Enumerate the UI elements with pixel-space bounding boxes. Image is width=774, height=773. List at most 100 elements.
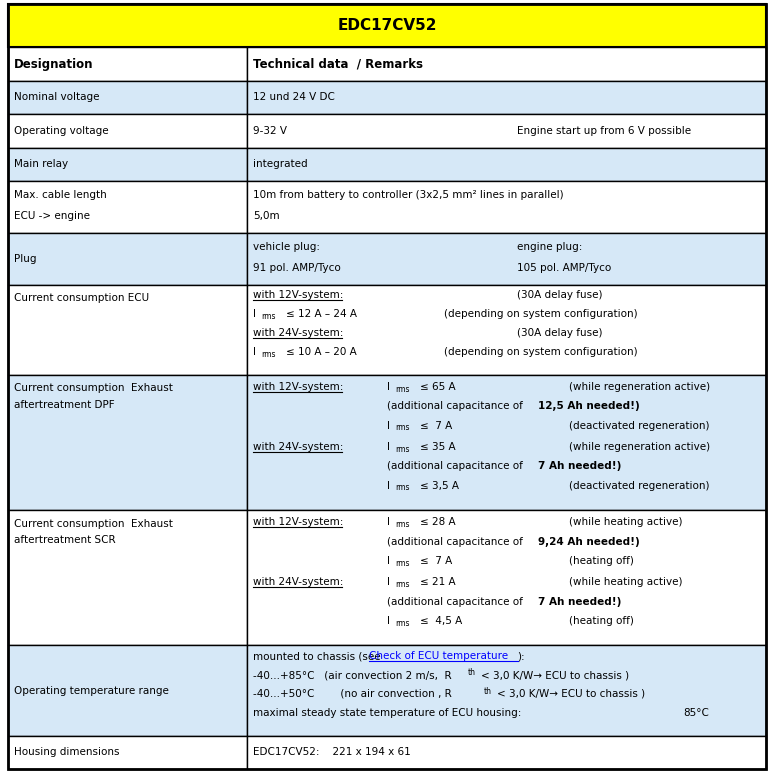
- Text: 91 pol. AMP/Tyco: 91 pol. AMP/Tyco: [253, 263, 341, 273]
- Text: 12,5 Ah needed!): 12,5 Ah needed!): [538, 401, 639, 411]
- Text: I: I: [253, 347, 256, 357]
- Bar: [8, 645, 247, 736]
- Text: -40...+85°C   (air convection 2 m/s,  R: -40...+85°C (air convection 2 m/s, R: [253, 670, 451, 680]
- Text: (depending on system configuration): (depending on system configuration): [444, 347, 638, 357]
- Text: engine plug:: engine plug:: [517, 242, 582, 252]
- Text: aftertreatment SCR: aftertreatment SCR: [14, 535, 115, 545]
- Text: I: I: [387, 517, 390, 527]
- Bar: [247, 284, 766, 375]
- Text: I: I: [253, 309, 256, 319]
- Bar: [247, 47, 766, 80]
- Bar: [247, 510, 766, 645]
- Text: with 12V-system:: with 12V-system:: [253, 382, 343, 392]
- Bar: [8, 284, 247, 375]
- Text: rms: rms: [262, 349, 276, 359]
- Text: 5,0m: 5,0m: [253, 211, 279, 221]
- Text: 7 Ah needed!): 7 Ah needed!): [538, 461, 622, 472]
- Text: 9,24 Ah needed!): 9,24 Ah needed!): [538, 536, 639, 547]
- Bar: [8, 4, 766, 47]
- Text: Operating temperature range: Operating temperature range: [14, 686, 169, 696]
- Text: rms: rms: [396, 483, 410, 492]
- Text: (30A delay fuse): (30A delay fuse): [517, 328, 602, 338]
- Text: ≤ 65 A: ≤ 65 A: [420, 382, 456, 392]
- Text: (additional capacitance of: (additional capacitance of: [387, 461, 526, 472]
- Text: < 3,0 K/W→ ECU to chassis ): < 3,0 K/W→ ECU to chassis ): [497, 689, 645, 699]
- Text: 85°C: 85°C: [683, 708, 709, 717]
- Text: Current consumption  Exhaust: Current consumption Exhaust: [14, 383, 173, 393]
- Bar: [8, 233, 247, 284]
- Text: maximal steady state temperature of ECU housing:: maximal steady state temperature of ECU …: [253, 708, 521, 717]
- Text: < 3,0 K/W→ ECU to chassis ): < 3,0 K/W→ ECU to chassis ): [481, 670, 629, 680]
- Text: Technical data  / Remarks: Technical data / Remarks: [253, 57, 423, 70]
- Text: th: th: [484, 687, 491, 696]
- Text: with 24V-system:: with 24V-system:: [253, 328, 343, 338]
- Text: Designation: Designation: [14, 57, 94, 70]
- Bar: [247, 233, 766, 284]
- Text: I: I: [387, 442, 390, 452]
- Text: I: I: [387, 616, 390, 626]
- Text: Current consumption ECU: Current consumption ECU: [14, 293, 149, 303]
- Text: rms: rms: [396, 385, 410, 393]
- Text: (depending on system configuration): (depending on system configuration): [444, 309, 638, 319]
- Bar: [8, 181, 247, 233]
- Text: ≤ 21 A: ≤ 21 A: [420, 577, 456, 587]
- Text: EDC17CV52:    221 x 194 x 61: EDC17CV52: 221 x 194 x 61: [253, 747, 411, 758]
- Text: ≤ 10 A – 20 A: ≤ 10 A – 20 A: [286, 347, 357, 357]
- Text: Plug: Plug: [14, 254, 36, 264]
- Text: Main relay: Main relay: [14, 159, 68, 169]
- Text: rms: rms: [396, 444, 410, 454]
- Text: (additional capacitance of: (additional capacitance of: [387, 536, 526, 547]
- Bar: [8, 114, 247, 148]
- Bar: [8, 736, 247, 769]
- Text: (deactivated regeneration): (deactivated regeneration): [569, 481, 709, 491]
- Bar: [247, 645, 766, 736]
- Text: with 12V-system:: with 12V-system:: [253, 291, 343, 301]
- Text: integrated: integrated: [253, 159, 307, 169]
- Text: rms: rms: [396, 520, 410, 530]
- Bar: [247, 375, 766, 510]
- Text: ≤ 12 A – 24 A: ≤ 12 A – 24 A: [286, 309, 357, 319]
- Text: 9-32 V: 9-32 V: [253, 126, 287, 136]
- Text: -40...+50°C        (no air convection , R: -40...+50°C (no air convection , R: [253, 689, 451, 699]
- Text: Check of ECU temperature: Check of ECU temperature: [369, 652, 508, 662]
- Text: ≤  7 A: ≤ 7 A: [420, 421, 453, 431]
- Bar: [247, 148, 766, 181]
- Text: Operating voltage: Operating voltage: [14, 126, 108, 136]
- Text: ≤  4,5 A: ≤ 4,5 A: [420, 616, 463, 626]
- Text: rms: rms: [262, 312, 276, 321]
- Text: I: I: [387, 421, 390, 431]
- Bar: [8, 80, 247, 114]
- Text: rms: rms: [396, 559, 410, 568]
- Text: (while regeneration active): (while regeneration active): [569, 442, 710, 452]
- Text: rms: rms: [396, 580, 410, 589]
- Bar: [8, 510, 247, 645]
- Bar: [8, 375, 247, 510]
- Text: I: I: [387, 481, 390, 491]
- Text: Max. cable length: Max. cable length: [14, 190, 107, 200]
- Text: ≤  7 A: ≤ 7 A: [420, 556, 453, 566]
- Text: ≤ 28 A: ≤ 28 A: [420, 517, 456, 527]
- Text: 105 pol. AMP/Tyco: 105 pol. AMP/Tyco: [517, 263, 611, 273]
- Text: (while heating active): (while heating active): [569, 577, 683, 587]
- Text: 10m from battery to controller (3x2,5 mm² lines in parallel): 10m from battery to controller (3x2,5 mm…: [253, 190, 563, 200]
- Bar: [247, 181, 766, 233]
- Bar: [8, 47, 247, 80]
- Text: I: I: [387, 577, 390, 587]
- Bar: [247, 114, 766, 148]
- Text: vehicle plug:: vehicle plug:: [253, 242, 320, 252]
- Text: aftertreatment DPF: aftertreatment DPF: [14, 400, 115, 410]
- Text: with 24V-system:: with 24V-system:: [253, 442, 343, 452]
- Text: 7 Ah needed!): 7 Ah needed!): [538, 597, 622, 607]
- Bar: [8, 148, 247, 181]
- Text: I: I: [387, 556, 390, 566]
- Text: (additional capacitance of: (additional capacitance of: [387, 401, 526, 411]
- Text: (heating off): (heating off): [569, 616, 634, 626]
- Text: (while regeneration active): (while regeneration active): [569, 382, 710, 392]
- Text: I: I: [387, 382, 390, 392]
- Text: ECU -> engine: ECU -> engine: [14, 211, 90, 221]
- Text: EDC17CV52: EDC17CV52: [337, 18, 437, 33]
- Bar: [247, 80, 766, 114]
- Text: Current consumption  Exhaust: Current consumption Exhaust: [14, 519, 173, 529]
- Text: (while heating active): (while heating active): [569, 517, 683, 527]
- Text: Housing dimensions: Housing dimensions: [14, 747, 119, 758]
